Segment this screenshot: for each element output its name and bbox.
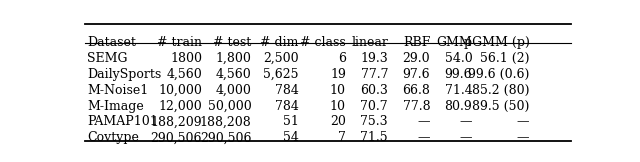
Text: 60.3: 60.3 xyxy=(360,84,388,97)
Text: 71.5: 71.5 xyxy=(360,131,388,145)
Text: Covtype: Covtype xyxy=(87,131,139,145)
Text: Dataset: Dataset xyxy=(87,36,136,49)
Text: 50,000: 50,000 xyxy=(208,99,252,113)
Text: 80.9: 80.9 xyxy=(445,99,472,113)
Text: GMM: GMM xyxy=(436,36,472,49)
Text: 1,800: 1,800 xyxy=(216,52,252,65)
Text: # class: # class xyxy=(300,36,346,49)
Text: 188,208: 188,208 xyxy=(200,116,252,128)
Text: 290,506: 290,506 xyxy=(200,131,252,145)
Text: 77.7: 77.7 xyxy=(360,68,388,81)
Text: PAMAP101: PAMAP101 xyxy=(87,116,157,128)
Text: 19.3: 19.3 xyxy=(360,52,388,65)
Text: 70.7: 70.7 xyxy=(360,99,388,113)
Text: —: — xyxy=(517,116,529,128)
Text: 5,625: 5,625 xyxy=(263,68,299,81)
Text: 77.8: 77.8 xyxy=(403,99,430,113)
Text: DailySports: DailySports xyxy=(87,68,161,81)
Text: 1800: 1800 xyxy=(170,52,202,65)
Text: 75.3: 75.3 xyxy=(360,116,388,128)
Text: 54: 54 xyxy=(283,131,299,145)
Text: 99.6 (0.6): 99.6 (0.6) xyxy=(468,68,529,81)
Text: —: — xyxy=(460,116,472,128)
Text: SEMG: SEMG xyxy=(87,52,127,65)
Text: # test: # test xyxy=(213,36,252,49)
Text: M-Image: M-Image xyxy=(87,99,144,113)
Text: 4,560: 4,560 xyxy=(166,68,202,81)
Text: M-Noise1: M-Noise1 xyxy=(87,84,148,97)
Text: 4,560: 4,560 xyxy=(216,68,252,81)
Text: 85.2 (80): 85.2 (80) xyxy=(472,84,529,97)
Text: 51: 51 xyxy=(283,116,299,128)
Text: 188,209: 188,209 xyxy=(150,116,202,128)
Text: —: — xyxy=(418,131,430,145)
Text: linear: linear xyxy=(351,36,388,49)
Text: —: — xyxy=(418,116,430,128)
Text: 784: 784 xyxy=(275,99,299,113)
Text: 89.5 (50): 89.5 (50) xyxy=(472,99,529,113)
Text: 97.6: 97.6 xyxy=(403,68,430,81)
Text: 12,000: 12,000 xyxy=(158,99,202,113)
Text: 66.8: 66.8 xyxy=(403,84,430,97)
Text: —: — xyxy=(517,131,529,145)
Text: 29.0: 29.0 xyxy=(403,52,430,65)
Text: 10: 10 xyxy=(330,99,346,113)
Text: 2,500: 2,500 xyxy=(263,52,299,65)
Text: 784: 784 xyxy=(275,84,299,97)
Text: 6: 6 xyxy=(338,52,346,65)
Text: 71.4: 71.4 xyxy=(445,84,472,97)
Text: # train: # train xyxy=(157,36,202,49)
Text: 19: 19 xyxy=(330,68,346,81)
Text: 4,000: 4,000 xyxy=(216,84,252,97)
Text: pGMM (p): pGMM (p) xyxy=(463,36,529,49)
Text: 10: 10 xyxy=(330,84,346,97)
Text: 99.6: 99.6 xyxy=(445,68,472,81)
Text: # dim: # dim xyxy=(260,36,299,49)
Text: 7: 7 xyxy=(338,131,346,145)
Text: 54.0: 54.0 xyxy=(445,52,472,65)
Text: —: — xyxy=(460,131,472,145)
Text: 290,506: 290,506 xyxy=(150,131,202,145)
Text: 20: 20 xyxy=(330,116,346,128)
Text: 10,000: 10,000 xyxy=(158,84,202,97)
Text: 56.1 (2): 56.1 (2) xyxy=(480,52,529,65)
Text: RBF: RBF xyxy=(403,36,430,49)
